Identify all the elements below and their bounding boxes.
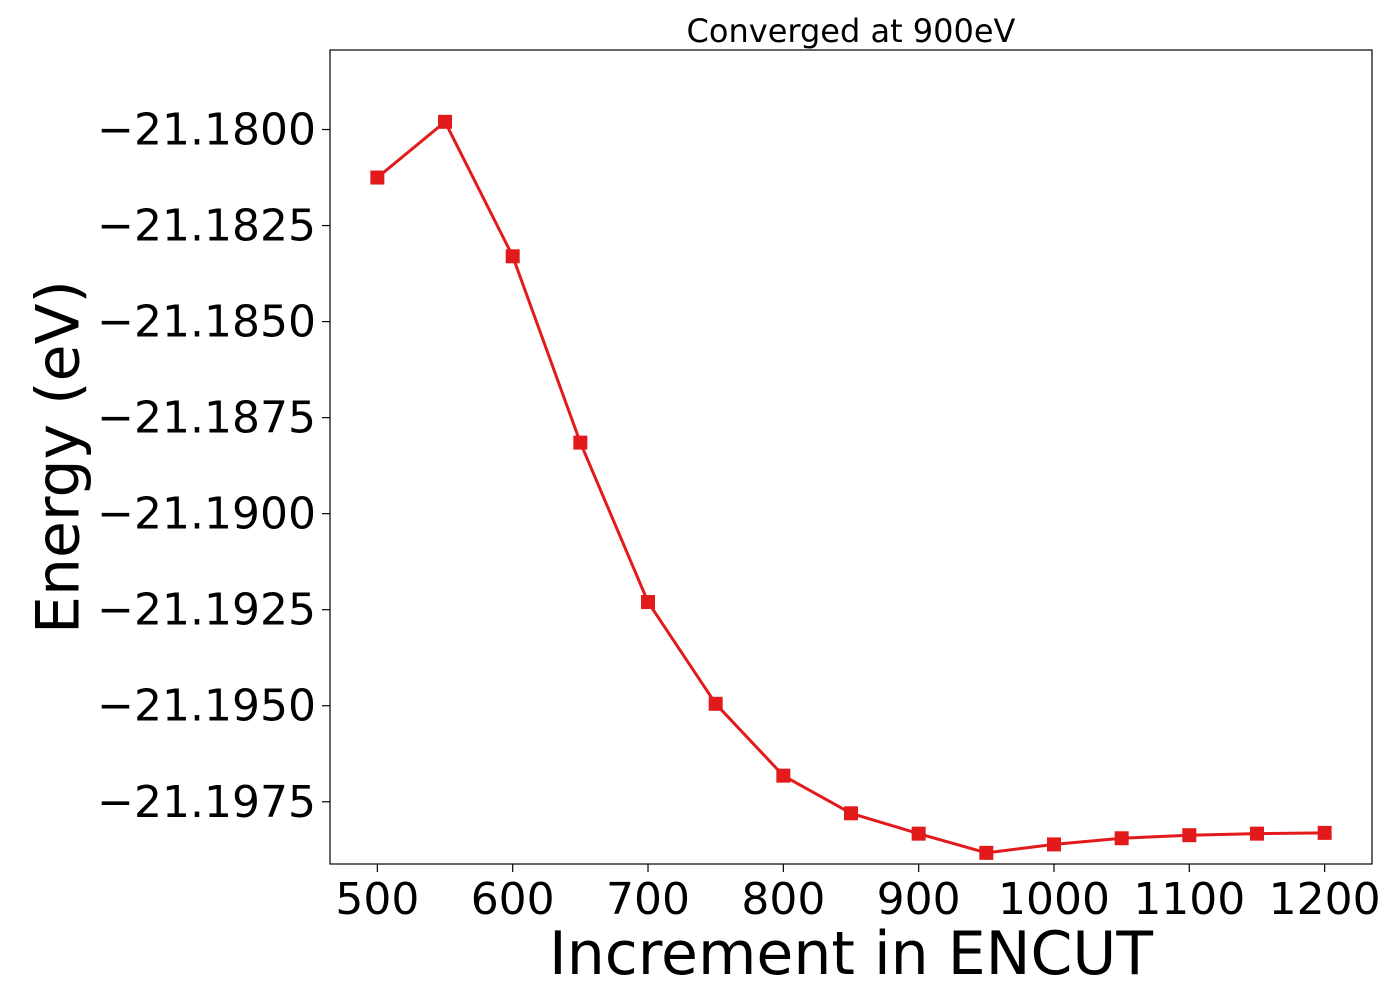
x-tick-label: 500 [335,874,419,925]
data-point-marker [641,595,656,610]
x-tick-label: 600 [471,874,555,925]
data-point-marker [1046,837,1061,852]
data-point-marker [438,114,453,129]
y-tick-label: −21.1975 [97,777,316,828]
y-tick-label: −21.1850 [97,297,316,348]
data-point-marker [573,435,588,450]
data-point-marker [1249,826,1264,841]
plot-area-frame [329,49,1373,865]
y-tick-label: −21.1925 [97,585,316,636]
y-tick-label: −21.1800 [97,105,316,156]
y-tick-label: −21.1875 [97,393,316,444]
y-tick-label: −21.1950 [97,681,316,732]
data-point-marker [1114,831,1129,846]
data-point-marker [708,696,723,711]
x-axis-title: Increment in ENCUT [549,919,1153,989]
y-tick-label: −21.1825 [97,201,316,252]
data-point-marker [1317,825,1332,840]
data-point-marker [844,806,858,821]
x-tick-label: 700 [606,874,690,925]
y-tick-label: −21.1900 [97,489,316,540]
x-axis: 500 600 700 800 900 1000 1100 1200 [335,864,1381,925]
data-point-marker [370,170,385,185]
data-point-marker [979,845,994,860]
y-axis: −21.1800 −21.1825 −21.1850 −21.1875 −21.1900… [97,105,330,828]
x-tick-label: 1200 [1269,874,1381,925]
data-point-marker [911,826,926,841]
y-axis-title: Energy (eV) [24,280,94,634]
chart-title: Converged at 900eV [687,12,1016,50]
series-line [376,120,1325,855]
x-tick-label: 800 [741,874,825,925]
data-point-marker [1182,828,1197,843]
data-point-marker [776,768,791,783]
x-tick-label: 1100 [1133,874,1245,925]
data-point-marker [505,249,520,264]
x-tick-label: 900 [877,874,961,925]
x-tick-label: 1000 [998,874,1110,925]
series-layer [370,114,1332,860]
